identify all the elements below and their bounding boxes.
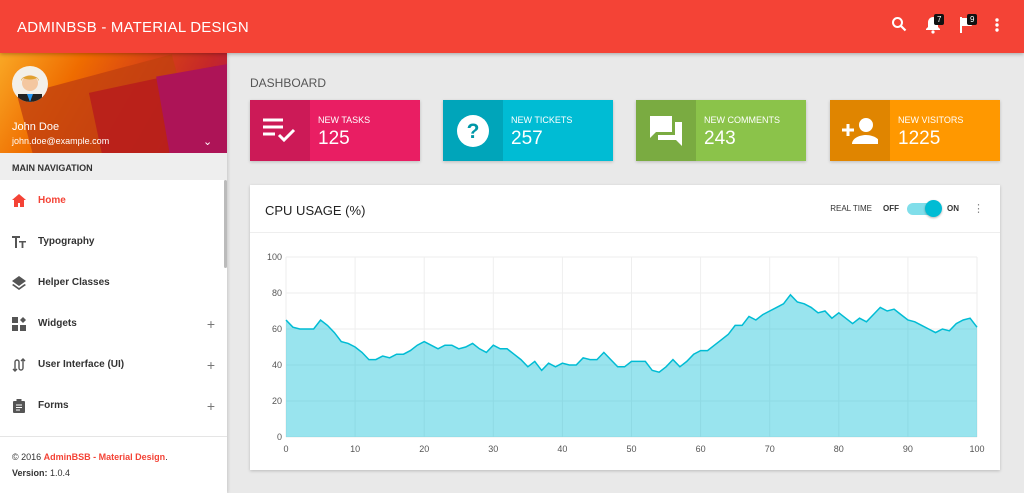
search-icon[interactable] <box>891 16 911 38</box>
user-profile: John Doe john.doe@example.com ⌄ <box>0 53 227 153</box>
sidebar-item-label: Home <box>38 195 66 206</box>
y-tick-label: 80 <box>272 288 282 298</box>
y-tick-label: 60 <box>272 324 282 334</box>
tasks-badge: 9 <box>967 14 978 25</box>
x-tick-label: 70 <box>765 444 775 454</box>
card-label: NEW TASKS <box>318 115 371 125</box>
sidebar-item-forms[interactable]: Forms + <box>0 385 227 426</box>
new-comments-card[interactable]: NEW COMMENTS 243 <box>636 100 806 161</box>
x-tick-label: 80 <box>834 444 844 454</box>
text-fields-icon <box>12 235 26 249</box>
y-tick-label: 20 <box>272 396 282 406</box>
card-label: NEW TICKETS <box>511 115 573 125</box>
footer-brand-link[interactable]: AdminBSB - Material Design <box>43 452 166 462</box>
sidebar-item-label: Helper Classes <box>38 277 110 288</box>
card-value: 243 <box>704 128 736 149</box>
home-icon <box>12 194 26 208</box>
main-navigation: Home Typography Helper Classes Widgets + … <box>0 180 227 437</box>
clipboard-icon <box>12 398 26 413</box>
user-name: John Doe <box>12 121 60 133</box>
person-add-icon <box>830 100 890 161</box>
footer-dot: . <box>165 452 168 462</box>
chevron-down-icon[interactable]: ⌄ <box>203 136 213 148</box>
forum-icon <box>636 100 696 161</box>
x-tick-label: 30 <box>488 444 498 454</box>
x-tick-label: 90 <box>903 444 913 454</box>
sidebar-item-label: Typography <box>38 236 95 247</box>
x-tick-label: 60 <box>696 444 706 454</box>
sidebar-item-label: Forms <box>38 400 69 411</box>
sidebar: John Doe john.doe@example.com ⌄ MAIN NAV… <box>0 53 227 493</box>
playlist-check-icon <box>250 100 310 161</box>
page-title: DASHBOARD <box>250 76 327 90</box>
cpu-usage-title: CPU USAGE (%) <box>265 203 366 218</box>
user-email: john.doe@example.com <box>12 136 110 146</box>
version-label: Version: <box>12 468 51 478</box>
x-tick-label: 20 <box>419 444 429 454</box>
notifications-button[interactable]: 7 <box>925 14 945 38</box>
version-value: 1.0.4 <box>50 468 71 478</box>
new-tickets-card[interactable]: ? NEW TICKETS 257 <box>443 100 613 161</box>
sidebar-item-label: User Interface (UI) <box>38 359 125 370</box>
y-tick-label: 0 <box>277 432 282 442</box>
swap-icon <box>12 357 26 372</box>
top-bar: ADMINBSB - MATERIAL DESIGN 7 9 <box>0 0 1024 53</box>
x-tick-label: 0 <box>283 444 288 454</box>
sidebar-item-typography[interactable]: Typography <box>0 221 227 262</box>
realtime-toggle[interactable] <box>907 199 942 217</box>
cpu-usage-chart: 0 20 40 60 80 100 0 10 20 30 40 50 60 70 80 90 100 <box>267 252 985 454</box>
sidebar-item-helper-classes[interactable]: Helper Classes <box>0 262 227 303</box>
copyright: © 2016 <box>12 452 44 462</box>
avatar <box>12 66 48 102</box>
y-tick-label: 40 <box>272 360 282 370</box>
x-tick-label: 40 <box>557 444 567 454</box>
sidebar-item-home[interactable]: Home <box>0 180 227 221</box>
nav-heading: MAIN NAVIGATION <box>0 153 227 180</box>
card-value: 125 <box>318 128 350 149</box>
more-vert-icon[interactable] <box>993 16 1013 38</box>
cpu-usage-card: CPU USAGE (%) REAL TIME OFF ON ⋮ 0 20 40 60… <box>250 185 1000 470</box>
card-label: NEW COMMENTS <box>704 115 780 125</box>
notification-badge: 7 <box>934 14 945 25</box>
layers-icon <box>12 275 26 290</box>
cpu-area <box>286 294 977 437</box>
help-icon: ? <box>443 100 503 161</box>
svg-text:?: ? <box>467 120 480 143</box>
card-label: NEW VISITORS <box>898 115 964 125</box>
more-vert-icon[interactable]: ⋮ <box>973 203 984 215</box>
card-value: 257 <box>511 128 543 149</box>
expand-icon[interactable]: + <box>206 397 215 414</box>
expand-icon[interactable]: + <box>206 315 215 332</box>
sidebar-item-label: Widgets <box>38 318 77 329</box>
toggle-on-label: ON <box>947 204 959 213</box>
realtime-label: REAL TIME <box>830 204 872 213</box>
card-value: 1225 <box>898 128 941 149</box>
tasks-button[interactable]: 9 <box>958 14 978 38</box>
brand-title[interactable]: ADMINBSB - MATERIAL DESIGN <box>17 19 249 36</box>
x-tick-label: 50 <box>626 444 636 454</box>
x-tick-label: 100 <box>969 444 984 454</box>
sidebar-footer: © 2016 AdminBSB - Material Design. Versi… <box>0 437 227 493</box>
expand-icon[interactable]: + <box>206 356 215 373</box>
widgets-icon <box>12 316 26 331</box>
sidebar-scrollbar[interactable] <box>224 180 227 268</box>
new-visitors-card[interactable]: NEW VISITORS 1225 <box>830 100 1000 161</box>
x-tick-label: 10 <box>350 444 360 454</box>
sidebar-item-widgets[interactable]: Widgets + <box>0 303 227 344</box>
toggle-off-label: OFF <box>883 204 899 213</box>
y-tick-label: 100 <box>267 252 282 262</box>
sidebar-item-user-interface[interactable]: User Interface (UI) + <box>0 344 227 385</box>
new-tasks-card[interactable]: NEW TASKS 125 <box>250 100 420 161</box>
